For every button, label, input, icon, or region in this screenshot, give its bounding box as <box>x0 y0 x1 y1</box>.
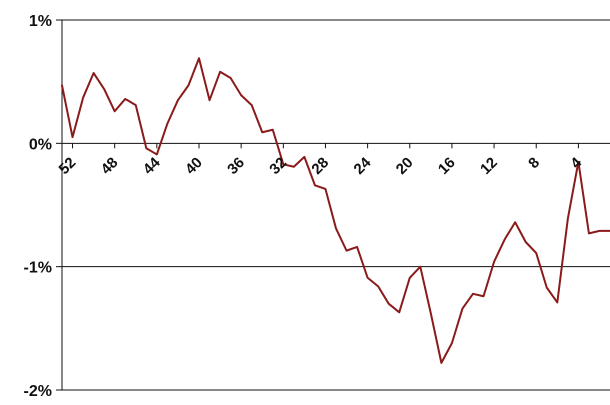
axis-layer <box>56 19 610 391</box>
series-line-0 <box>61 57 610 364</box>
label-layer: 1% 0% -1% -2% 52 48 44 40 36 32 28 24 20 16 12 8 4 <box>24 13 586 400</box>
y-tick-label: 1% <box>29 13 52 30</box>
x-tick-label: 16 <box>435 154 459 178</box>
x-tick-label: 28 <box>308 154 332 178</box>
x-tick-label: 20 <box>393 154 417 178</box>
x-tick-label: 12 <box>477 154 501 178</box>
x-tick-label: 36 <box>224 154 248 178</box>
x-tick-label: 8 <box>525 154 543 172</box>
x-tick-label: 24 <box>351 154 375 178</box>
y-tick-label: -2% <box>24 383 52 400</box>
x-tick-label: 52 <box>56 154 80 178</box>
x-tick-label: 4 <box>567 154 585 172</box>
x-tick-label: 48 <box>98 154 122 178</box>
y-tick-label: -1% <box>24 260 52 277</box>
grid-layer <box>62 19 610 391</box>
x-tick-label: 44 <box>140 154 164 178</box>
x-tick-label: 32 <box>266 154 290 178</box>
series-layer <box>61 57 610 364</box>
y-tick-label: 0% <box>29 136 52 153</box>
x-tick-label: 40 <box>182 154 206 178</box>
